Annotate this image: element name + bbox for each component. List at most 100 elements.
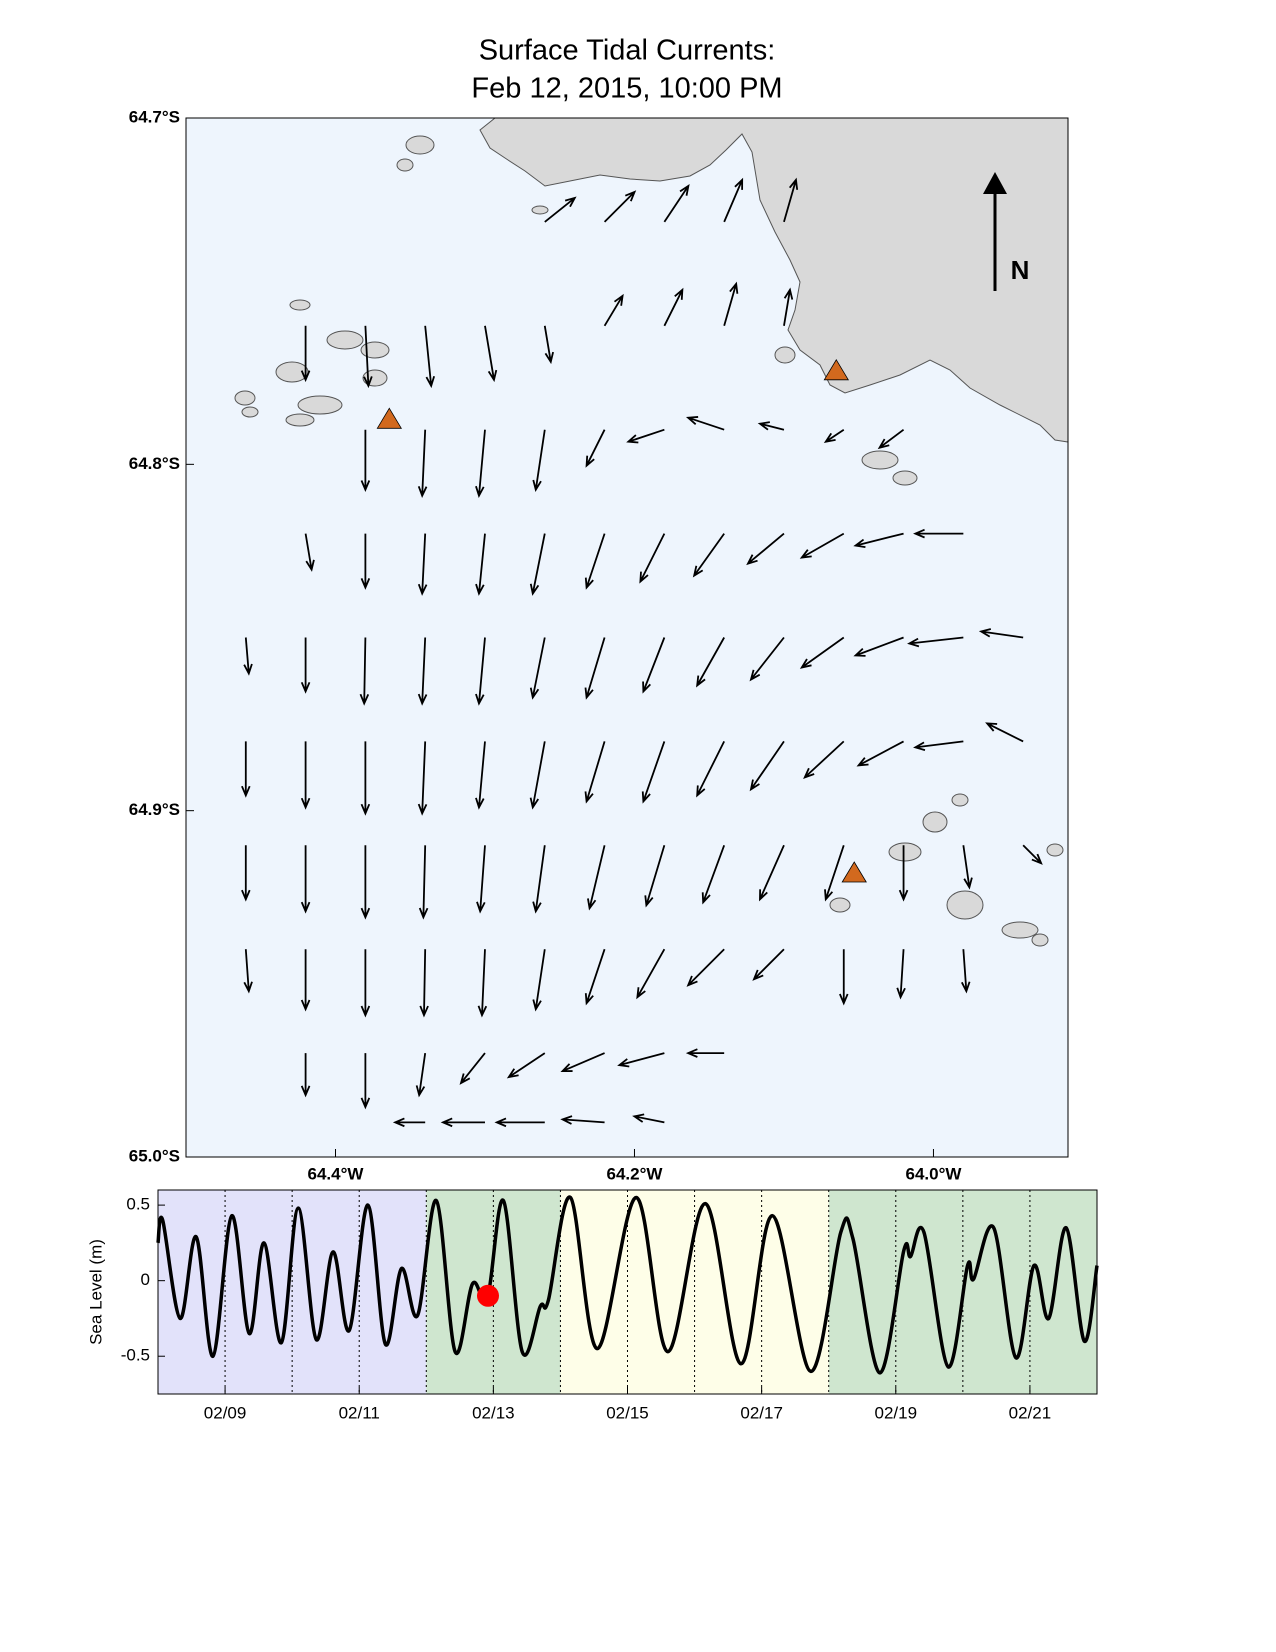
island — [892, 470, 918, 486]
current-arrow — [639, 533, 666, 584]
title-line: Surface Tidal Currents: — [479, 35, 776, 67]
y-tick-label: 64.9°S — [129, 800, 180, 819]
current-arrow — [746, 532, 785, 566]
chart-frame — [157, 1189, 1098, 1395]
current-arrow — [543, 325, 554, 365]
current-arrow — [696, 637, 725, 688]
current-arrow — [641, 741, 666, 804]
x-tick-label: 64.0°W — [905, 1164, 962, 1183]
current-arrow — [978, 628, 1024, 639]
current-arrow — [685, 416, 725, 431]
current-arrow — [418, 845, 429, 920]
current-arrow — [642, 637, 666, 694]
current-arrow — [853, 532, 904, 549]
current-arrow — [304, 533, 315, 572]
island — [774, 346, 796, 364]
current-arrow — [424, 325, 436, 389]
current-arrow — [692, 533, 725, 578]
current-arrow — [685, 1048, 725, 1058]
current-arrow — [392, 1117, 426, 1128]
current-arrow — [440, 1117, 485, 1128]
current-arrow — [913, 528, 964, 539]
y-axis-label: Sea Level (m) — [86, 1239, 105, 1345]
island — [285, 413, 315, 427]
current-arrow — [783, 177, 799, 223]
island — [234, 390, 256, 406]
current-arrow — [723, 281, 739, 327]
current-arrow — [300, 325, 311, 383]
current-arrow — [300, 949, 311, 1012]
current-arrow — [803, 740, 845, 779]
island — [1031, 933, 1049, 947]
current-arrow — [363, 325, 373, 389]
current-arrow — [360, 533, 371, 590]
current-arrow — [783, 287, 794, 326]
x-tick-label: 64.4°W — [308, 1164, 365, 1183]
current-arrow — [824, 845, 845, 902]
current-arrow — [749, 636, 785, 682]
current-arrow — [241, 845, 251, 902]
current-arrow — [749, 740, 785, 792]
island — [888, 842, 922, 862]
current-arrow — [360, 845, 371, 920]
current-arrow — [1022, 844, 1043, 865]
current-arrow — [962, 845, 973, 890]
y-tick-label: -0.5 — [121, 1346, 150, 1365]
island — [531, 205, 549, 215]
land — [479, 117, 1069, 443]
current-arrow — [359, 637, 370, 706]
current-arrow — [723, 177, 744, 223]
current-arrow — [898, 845, 909, 902]
island — [360, 341, 390, 359]
current-arrow — [644, 845, 666, 908]
current-arrow — [477, 949, 488, 1018]
current-arrow — [913, 740, 964, 751]
current-time-marker — [476, 1284, 499, 1307]
island — [289, 299, 311, 311]
current-arrow — [584, 637, 606, 700]
current-arrow — [417, 741, 428, 816]
current-arrow — [799, 636, 845, 669]
site-marker — [376, 407, 403, 429]
current-arrow — [300, 845, 311, 914]
current-arrow — [300, 741, 311, 810]
island — [922, 811, 948, 833]
current-arrow — [584, 948, 606, 1006]
y-tick-label: 64.8°S — [129, 454, 180, 473]
current-arrow — [701, 844, 726, 905]
current-arrow — [626, 428, 665, 444]
current-arrow — [632, 1113, 665, 1124]
current-arrow — [696, 740, 725, 798]
island — [1001, 921, 1039, 939]
current-arrow — [856, 740, 904, 767]
current-arrow — [985, 722, 1024, 743]
current-arrow — [532, 429, 546, 492]
y-tick-label: 0 — [141, 1270, 150, 1289]
current-arrow — [663, 287, 684, 327]
site-marker — [823, 359, 849, 381]
y-tick-label: 0.5 — [126, 1195, 150, 1214]
x-tick-label: 02/21 — [1009, 1403, 1052, 1422]
current-arrow — [560, 1052, 605, 1073]
current-arrow — [759, 844, 785, 902]
x-tick-label: 02/17 — [740, 1403, 783, 1422]
island — [405, 135, 435, 155]
current-arrow — [419, 949, 429, 1018]
x-tick-label: 02/11 — [339, 1403, 380, 1422]
current-arrow — [360, 429, 371, 493]
current-arrow — [584, 533, 606, 590]
x-tick-label: 64.2°W — [607, 1164, 664, 1183]
current-arrow — [529, 741, 546, 810]
current-arrow — [484, 325, 498, 383]
sea-level-line — [156, 1195, 1099, 1375]
map-frame — [185, 117, 1069, 1158]
y-tick-label: 65.0°S — [129, 1146, 180, 1165]
current-arrow — [360, 741, 371, 816]
current-arrow — [544, 196, 577, 223]
current-arrow — [799, 532, 845, 559]
island — [829, 897, 851, 913]
current-arrow — [617, 1052, 665, 1068]
current-arrow — [823, 428, 845, 443]
current-arrow — [243, 637, 253, 676]
